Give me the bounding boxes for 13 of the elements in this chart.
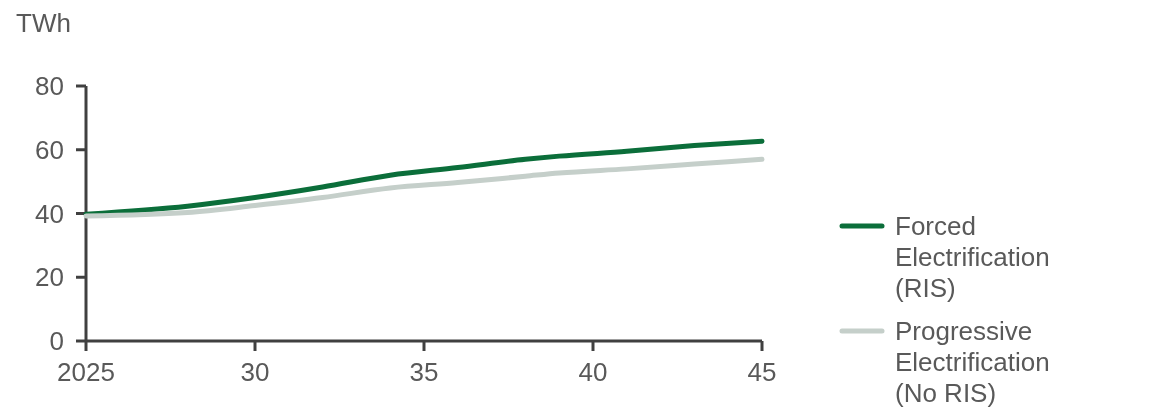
x-tick-label: 45 [747,357,777,387]
x-tick-label: 30 [240,357,270,387]
legend-label: Progressive Electrification (No RIS) [895,316,1050,407]
y-tick-label: 80 [35,71,64,102]
legend-label: Forced Electrification (RIS) [895,211,1050,303]
x-tick-label: 35 [409,357,439,387]
y-axis-title: TWh [16,8,71,38]
x-tick-label: 40 [578,357,608,387]
y-tick-label: 0 [49,326,64,357]
y-tick-label: 60 [35,134,64,165]
x-tick-label: 2025 [57,357,115,387]
y-tick-label: 20 [35,262,64,293]
y-tick-label: 40 [35,198,64,229]
